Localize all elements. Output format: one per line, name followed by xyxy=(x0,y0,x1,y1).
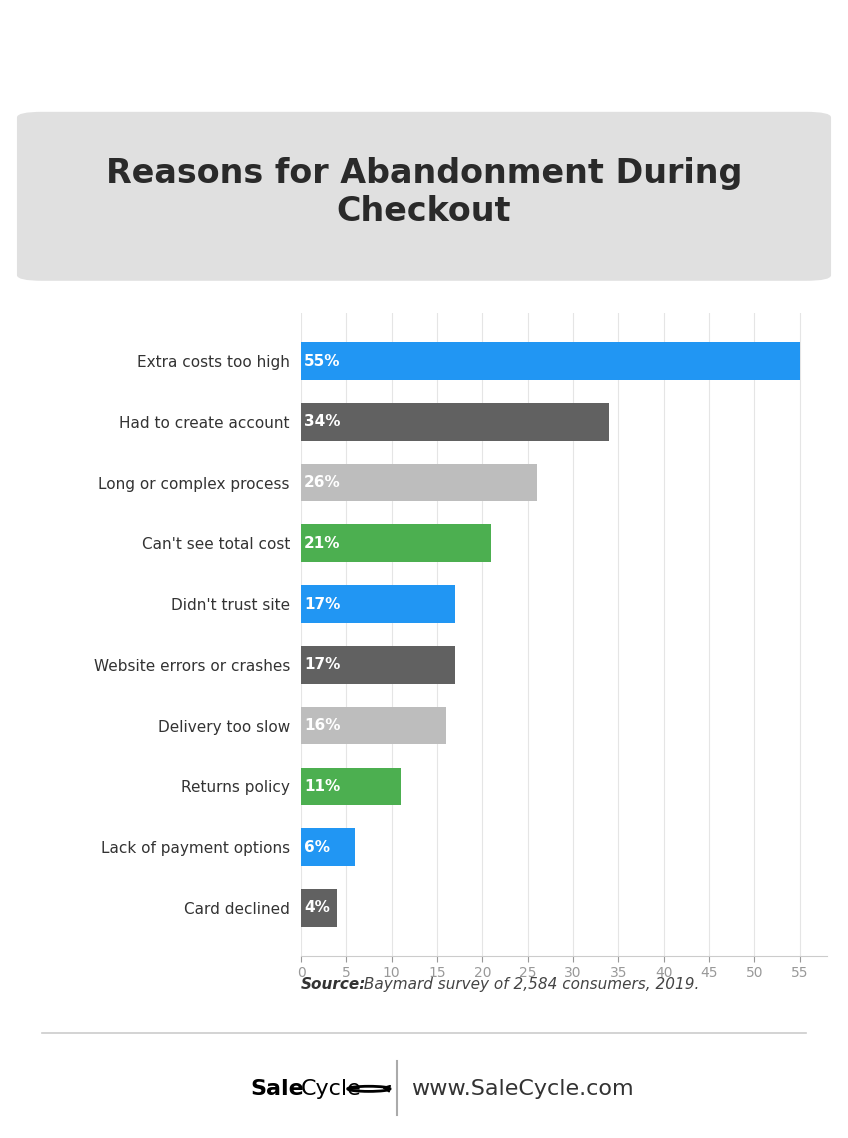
Bar xyxy=(301,828,355,866)
Text: Source:: Source: xyxy=(301,976,366,991)
Text: 34%: 34% xyxy=(304,414,341,429)
Text: 17%: 17% xyxy=(304,658,341,673)
Text: 6%: 6% xyxy=(304,840,330,855)
Bar xyxy=(301,585,455,622)
Text: Baymard survey of 2,584 consumers, 2019.: Baymard survey of 2,584 consumers, 2019. xyxy=(359,976,699,991)
Text: 11%: 11% xyxy=(304,778,340,794)
Text: 4%: 4% xyxy=(304,900,330,915)
Bar xyxy=(301,646,455,684)
Text: Cycle: Cycle xyxy=(301,1079,362,1099)
Text: Sale: Sale xyxy=(250,1079,304,1099)
Bar xyxy=(301,707,446,744)
Bar xyxy=(301,343,800,380)
Text: 21%: 21% xyxy=(304,536,341,551)
Bar xyxy=(301,767,401,806)
Text: 55%: 55% xyxy=(304,354,341,369)
Bar xyxy=(301,403,609,440)
Bar xyxy=(301,463,537,502)
Text: 17%: 17% xyxy=(304,596,341,611)
Text: Reasons for Abandonment During
Checkout: Reasons for Abandonment During Checkout xyxy=(106,157,742,228)
Bar xyxy=(301,889,338,926)
Text: 16%: 16% xyxy=(304,718,341,733)
Text: 26%: 26% xyxy=(304,475,341,490)
Text: www.SaleCycle.com: www.SaleCycle.com xyxy=(411,1079,634,1099)
FancyBboxPatch shape xyxy=(17,112,831,281)
Bar xyxy=(301,525,491,562)
